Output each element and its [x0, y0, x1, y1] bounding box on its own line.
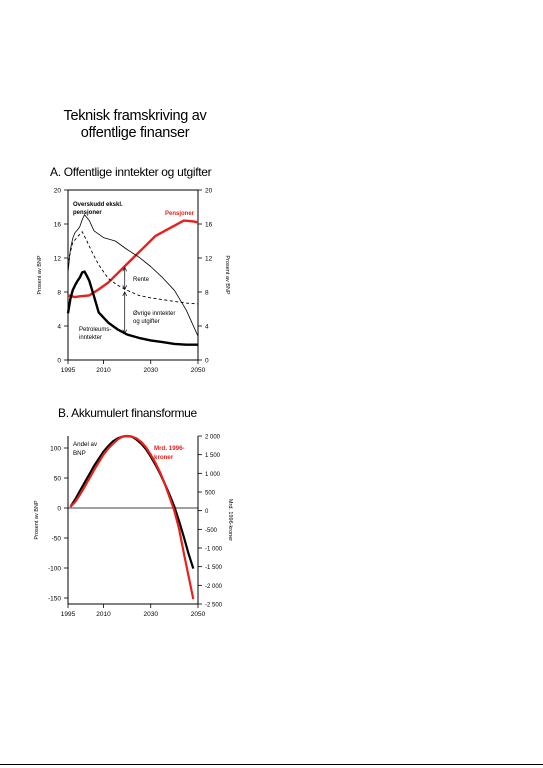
chart-a-xtick-label: 2050 [191, 367, 206, 374]
chart-a-label-ovrige-line2: og utgifter [133, 319, 160, 325]
chart-b-ytick-label-right: -500 [205, 528, 218, 534]
chart-b-ytick-label-right: 1 500 [205, 453, 221, 459]
page-title-line2: offentlige finanser [80, 125, 190, 141]
chart-b-ylabel-left: Prosent av BNP [34, 500, 40, 539]
chart-b-xtick-label: 1995 [61, 611, 76, 618]
chart-a-ytick-label-left: 0 [57, 358, 61, 365]
chart-b-title: B. Akkumulert finansformue [58, 406, 197, 420]
chart-b-ytick-label-left: -100 [48, 566, 61, 573]
chart-b-ytick-label-left: -50 [52, 536, 62, 543]
chart-a-ylabel-right: Prosent av BNP [224, 255, 230, 294]
chart-a-series-line-1 [67, 214, 199, 337]
chart-a-ylabel-left: Prosent av BNP [37, 255, 43, 294]
chart-a-ytick-label-right: 8 [205, 290, 209, 297]
chart-b-ytick-label-right: -2 000 [205, 584, 223, 590]
chart-b-label-andel-line2: BNP [73, 450, 86, 457]
chart-a-label-petro-line1: Petroleums- [79, 327, 111, 333]
chart-a-arrow-ovrige-head-up [122, 291, 128, 297]
chart-b-label-mrd-line1: Mrd. 1996- [154, 445, 185, 452]
chart-b-label-mrd-line2: kroner [154, 454, 174, 461]
chart-b-xtick-label: 2010 [96, 611, 111, 618]
chart-a-series-line-0 [67, 219, 199, 299]
chart-a-ytick-label-left: 20 [54, 188, 62, 195]
chart-b-xtick-label: 2050 [191, 611, 206, 618]
chart-b-ytick-label-left: 100 [50, 446, 61, 453]
chart-b-ylabel-right: Mrd. 1996-kroner [227, 499, 233, 541]
chart-a-ytick-label-right: 0 [205, 358, 209, 365]
chart-a-label-overskudd-line2: pensjoner [73, 210, 102, 216]
chart-b-series-line-0 [69, 434, 195, 569]
chart-b-ytick-label-left: 50 [54, 476, 62, 483]
chart-b-ytick-label-right: -1 500 [205, 565, 223, 571]
page-bottom-rule [0, 764, 543, 765]
chart-b-label-andel-line1: Andel av [73, 441, 98, 448]
chart-b-ytick-label-right: 1 000 [205, 472, 221, 478]
chart-a-ytick-label-left: 8 [57, 290, 61, 297]
chart-a-ytick-label-left: 12 [54, 256, 62, 263]
chart-b-xtick-label: 2030 [143, 611, 158, 618]
chart-a-ytick-label-right: 20 [205, 188, 213, 195]
chart-a-label-rente: Rente [133, 277, 150, 283]
chart-a-arrow-ovrige-head-down [122, 329, 128, 335]
chart-a-ytick-label-left: 16 [54, 222, 62, 229]
chart-a-ytick-label-right: 12 [205, 256, 213, 263]
chart-b-ytick-label-right: 500 [205, 491, 216, 497]
chart-a-label-ovrige-line1: Øvrige inntekter [133, 311, 175, 317]
chart-b-ytick-label-left: -150 [48, 596, 61, 603]
chart-b-ytick-label-right: -2 500 [205, 603, 223, 609]
chart-a-xtick-label: 2030 [143, 367, 158, 374]
chart-a-label-petro-line2: inntekter [79, 335, 102, 341]
chart-b-ytick-label-right: 0 [205, 509, 209, 515]
chart-b-ytick-label-right: 2 000 [205, 435, 221, 441]
chart-b-series-line-1 [69, 434, 195, 600]
chart-a-frame [67, 189, 199, 361]
chart-a-xtick-label: 1995 [61, 367, 76, 374]
chart-b-ytick-label-right: -1 000 [205, 547, 223, 553]
chart-a-series-line-2 [67, 231, 199, 305]
chart-a-arrow-rente-head-up [122, 266, 128, 272]
page-title-line1: Teknisk framskriving av [63, 108, 207, 124]
chart-a-ytick-label-left: 4 [57, 324, 61, 331]
chart-b-ytick-label-left: 0 [57, 506, 61, 513]
chart-a-arrow-rente-head-down [122, 285, 128, 291]
chart-a-xtick-label: 2010 [96, 367, 111, 374]
chart-a-ytick-label-right: 4 [205, 324, 209, 331]
chart-a-title: A. Offentlige inntekter og utgifter [50, 165, 212, 179]
chart-a-label-pensjoner: Pensjoner [165, 211, 195, 217]
chart-a-series-line-3 [66, 270, 198, 346]
chart-a-label-overskudd-line1: Overskudd ekskl. [73, 202, 123, 208]
page-title: Teknisk framskriving av offentlige finan… [0, 108, 270, 142]
chart-a-ytick-label-right: 16 [205, 222, 213, 229]
